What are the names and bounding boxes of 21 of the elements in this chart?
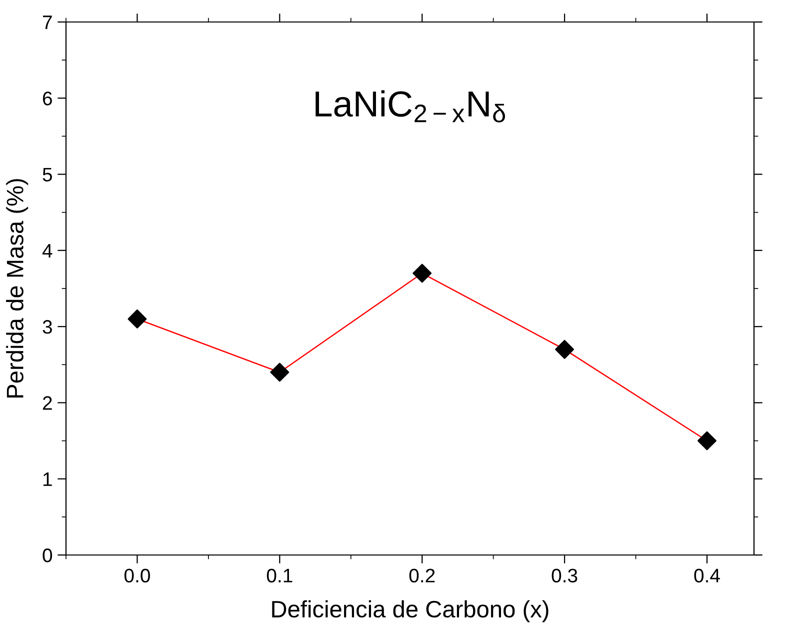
y-tick-label: 7 <box>42 16 52 30</box>
text: LaNiC$_{2−x}$N$_{δ}$ <box>316 90 506 122</box>
y-tick-label: 3 <box>42 320 52 334</box>
y-tick-label: 2 <box>42 396 52 410</box>
x-axis-title: Deficiencia de Carbono (x) <box>272 600 548 622</box>
point <box>698 431 716 450</box>
y-tick-label: 6 <box>42 92 52 106</box>
y-axis-title: Perdida de Masa (%) <box>6 179 28 398</box>
y-tick-label: 4 <box>42 244 52 258</box>
y-tick-label: 1 <box>43 472 52 486</box>
point <box>270 362 290 382</box>
y-tick-label: 0 <box>42 548 52 562</box>
y-tick-label: 5 <box>42 168 52 182</box>
x-tick-label: 0.0 <box>124 568 150 582</box>
point <box>128 309 147 328</box>
point <box>555 340 574 359</box>
x-tick-label: 0.4 <box>694 568 720 582</box>
x-tick-label: 0.3 <box>552 568 578 582</box>
x-tick-label: 0.2 <box>409 568 435 582</box>
point <box>412 264 432 283</box>
x-tick-label: 0.1 <box>266 568 292 582</box>
